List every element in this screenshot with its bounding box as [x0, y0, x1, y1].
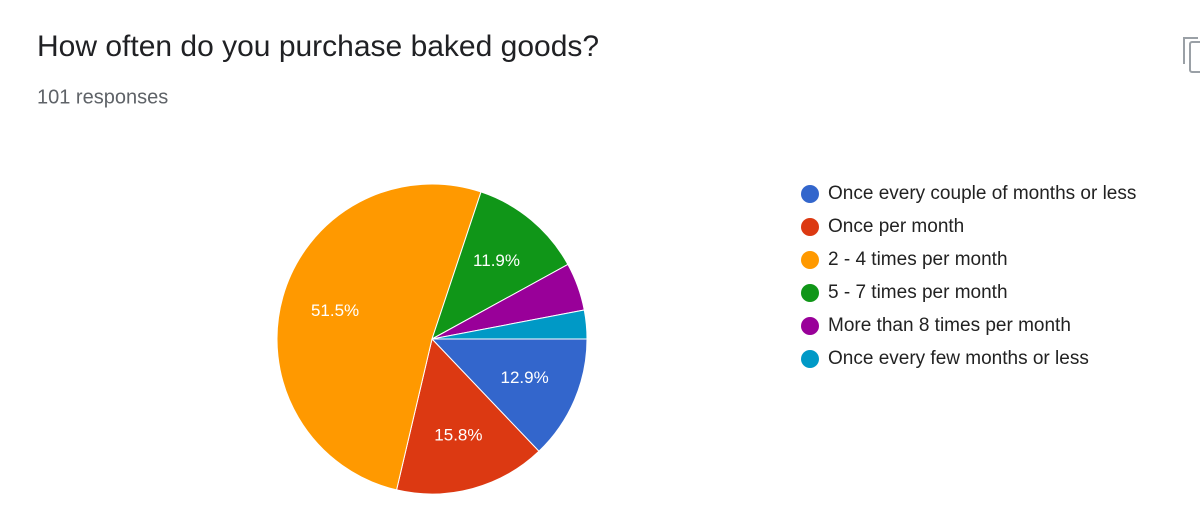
chart-subtitle: 101 responses — [37, 86, 168, 108]
data-label: 51.5% — [311, 301, 359, 320]
copy-icon[interactable] — [1183, 37, 1200, 73]
pie-slice — [431, 191, 569, 341]
legend-label: Once every few months or less — [828, 348, 1089, 369]
legend-label: Once per month — [828, 216, 964, 237]
legend-swatch — [801, 350, 819, 368]
legend-label: Once every couple of months or less — [828, 183, 1136, 204]
pie-slice — [395, 337, 540, 495]
legend-swatch — [801, 218, 819, 236]
data-label: 15.8% — [434, 426, 482, 445]
legend-label: 2 - 4 times per month — [828, 249, 1008, 270]
legend-swatch — [801, 251, 819, 269]
chart-title: How often do you purchase baked goods? — [37, 30, 599, 63]
legend-swatch — [801, 284, 819, 302]
pie-slice — [431, 309, 588, 340]
legend-label: 5 - 7 times per month — [828, 282, 1008, 303]
copy-icon-back — [1183, 37, 1198, 64]
legend-label: More than 8 times per month — [828, 315, 1071, 336]
data-label: 11.9% — [473, 251, 520, 270]
legend-swatch — [801, 185, 819, 203]
legend-swatch — [801, 317, 819, 335]
pie-slice — [276, 183, 482, 491]
copy-icon-front — [1189, 41, 1200, 73]
data-label: 12.9% — [501, 368, 549, 387]
pie-slice — [430, 338, 588, 452]
